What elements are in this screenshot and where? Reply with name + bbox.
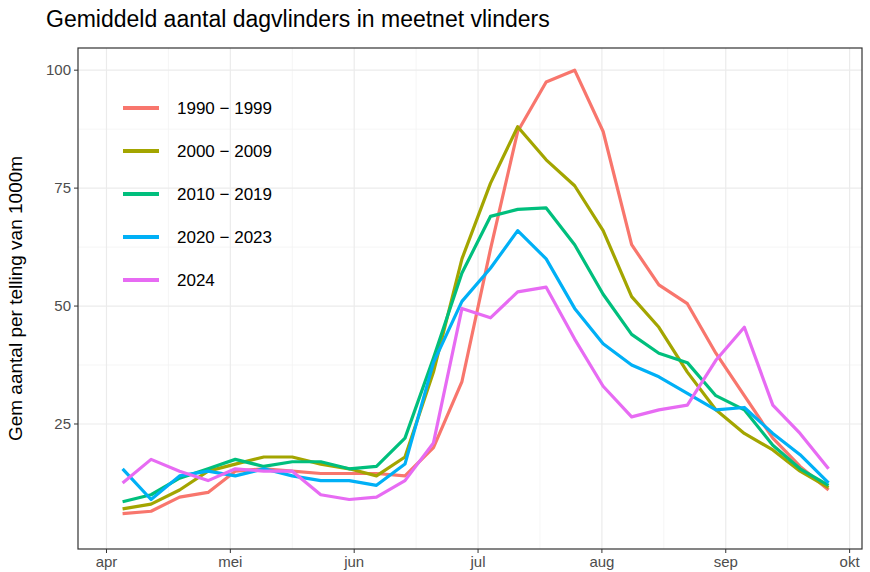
tick-label: 50 (54, 297, 71, 314)
series-line (123, 287, 829, 499)
legend-label: 2020 − 2023 (177, 228, 272, 247)
grid (78, 48, 862, 549)
plot-background (78, 48, 862, 549)
legend-label: 2010 − 2019 (177, 185, 272, 204)
tick-label: mei (218, 553, 242, 570)
series-line (123, 231, 829, 500)
series-line (123, 127, 829, 509)
minor-grid-line (539, 48, 540, 549)
minor-grid-line (416, 48, 417, 549)
grid-line (601, 48, 602, 549)
tick-label: apr (96, 553, 118, 570)
minor-grid-line (787, 48, 788, 549)
title: Gemiddeld aantal dagvlinders in meetnet … (46, 6, 550, 32)
tick-label: sep (714, 553, 738, 570)
tick-label: aug (589, 553, 614, 570)
minor-grid-line (78, 365, 862, 366)
tick-label: okt (840, 553, 861, 570)
legend-label: 1990 − 1999 (177, 99, 272, 118)
legend-key (123, 192, 159, 196)
grid-line (78, 305, 862, 306)
minor-grid-line (663, 48, 664, 549)
minor-grid-line (78, 129, 862, 130)
tick-label: 25 (54, 415, 71, 432)
legend-key (123, 106, 159, 110)
series-line (123, 208, 829, 502)
legend-key (123, 235, 159, 239)
tick-mark (74, 70, 78, 71)
tick-label: 75 (54, 179, 71, 196)
minor-grid-line (168, 48, 169, 549)
series-line (123, 70, 829, 513)
minor-grid-line (292, 48, 293, 549)
legend-label: 2024 (177, 271, 215, 290)
tick-label: jun (343, 553, 364, 570)
grid-line (78, 423, 862, 424)
legend-key (123, 149, 159, 153)
legend-key (123, 278, 159, 282)
tick-mark (74, 188, 78, 189)
grid-line (106, 48, 107, 549)
grid-line (78, 70, 862, 71)
lines (123, 70, 829, 513)
axes: apr mei jun jul aug sep okt 25 50 75 100 (46, 61, 860, 570)
axis-title: Gem aantal per telling van 1000m (5, 156, 26, 441)
legend-label: 2000 − 2009 (177, 142, 272, 161)
chart: apr mei jun jul aug sep okt 25 50 75 100 Gemiddeld … (0, 0, 870, 572)
tick-label: 100 (46, 61, 71, 78)
tick-label: jul (470, 553, 486, 570)
grid-line (849, 48, 850, 549)
tick-mark (74, 306, 78, 307)
legend: 1990 − 1999 2000 − 2009 2010 − 2019 2020 − … (123, 99, 272, 290)
plot-frame (78, 48, 862, 549)
grid-line (725, 48, 726, 549)
tick-mark (74, 423, 78, 424)
